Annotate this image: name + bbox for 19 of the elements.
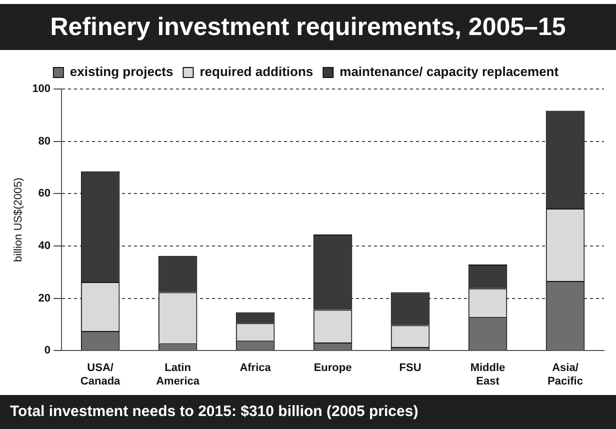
y-tick-label: 20 [38, 292, 51, 304]
x-tick-label: FSU [399, 362, 422, 374]
x-tick-label: Africa [240, 362, 272, 374]
legend-label: required additions [200, 64, 314, 80]
legend-label: existing projects [70, 64, 174, 80]
y-tick-label: 60 [38, 188, 51, 200]
chart-title: Refinery investment requirements, 2005–15 [0, 4, 616, 50]
y-tick-label: 80 [38, 135, 51, 148]
y-tick-label: 40 [38, 240, 51, 252]
x-tick-label: Europe [314, 362, 352, 374]
x-tick-label: Latin America [156, 362, 200, 388]
y-tick-label: 100 [32, 83, 51, 96]
x-tick-label: Asia/ Pacific [548, 362, 583, 388]
y-axis-title: billion US$(2005) [12, 178, 25, 262]
x-tick-label: Middle East [470, 362, 506, 388]
y-tick-label: 0 [44, 344, 51, 357]
x-tick-label: USA/ Canada [80, 362, 122, 388]
legend-label: maintenance/ capacity replacement [340, 64, 560, 80]
text: Total investment needs to 2015: $310 billion (2005 prices) [0, 395, 616, 429]
